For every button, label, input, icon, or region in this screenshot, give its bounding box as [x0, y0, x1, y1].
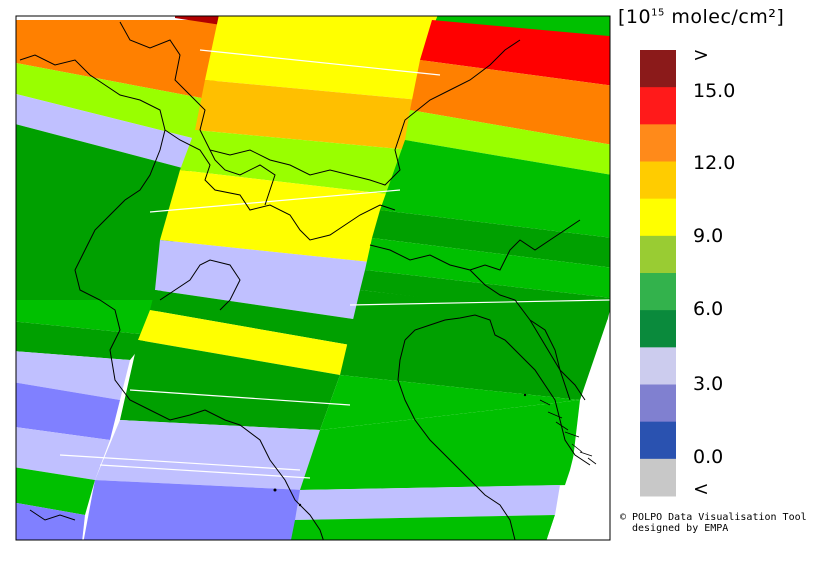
swath-mid-cell — [120, 340, 340, 430]
swath-left-cell — [16, 382, 120, 440]
swath-left-cell — [16, 20, 230, 100]
legend-label-9: 9.0 — [693, 225, 724, 247]
swath-right-cell — [295, 485, 560, 520]
small-islands — [273, 393, 527, 507]
legend-title-suffix: molec/cm²] — [664, 6, 785, 28]
colorbar-swatch — [640, 458, 676, 497]
legend-label-above: > — [693, 44, 709, 66]
no-data-area — [546, 310, 610, 540]
swath-seams — [59, 49, 610, 479]
swath-mid-cell — [95, 420, 320, 490]
satellite-swaths — [16, 16, 610, 540]
legend-label-15: 15.0 — [693, 80, 736, 102]
swath-left-cell — [16, 427, 110, 480]
credit-line-1: © POLPO Data Visualisation Tool — [620, 512, 807, 523]
swath-right-cell — [291, 515, 555, 540]
swath-left-cell — [16, 124, 190, 300]
legend-label-below: < — [693, 478, 709, 500]
colorbar-swatch — [640, 235, 676, 274]
swath-mid-cell — [180, 130, 410, 195]
swath-right-cell — [300, 400, 580, 490]
credit-text: © POLPO Data Visualisation Tool designed… — [620, 512, 807, 534]
swath-left-cell — [16, 467, 95, 515]
swath-top-strip — [175, 16, 230, 26]
colorbar-swatch — [640, 161, 676, 200]
swath-right-cell — [420, 20, 610, 86]
swath-mid-cell — [205, 16, 439, 100]
legend-title-prefix: [10 — [618, 6, 652, 28]
swath-right-cell — [405, 110, 610, 175]
legend-title: [1015 molec/cm²] — [618, 6, 784, 28]
country-borders — [19, 21, 591, 540]
swath-mid-cell — [83, 480, 305, 540]
swath-mid-cell — [160, 170, 395, 262]
credit-line-2: designed by EMPA — [632, 523, 729, 534]
swath-right-cell — [360, 270, 610, 320]
colorbar-swatch — [640, 50, 676, 88]
swath-mid-cell — [195, 80, 420, 150]
colorbar — [640, 50, 676, 497]
swath-right-cell — [372, 210, 610, 268]
colorbar-swatch — [640, 198, 676, 237]
swath-right-cell — [410, 60, 610, 145]
swath-mid-cell — [138, 310, 350, 375]
swath-mid-cell — [150, 290, 360, 345]
dalmatian-islands — [539, 399, 597, 465]
map-frame — [15, 15, 611, 541]
swath-right-cell — [340, 290, 608, 400]
legend-title-exponent: 15 — [651, 7, 665, 19]
swath-left-cell — [16, 94, 200, 170]
colorbar-swatch — [640, 384, 676, 423]
swath-mid-cell — [155, 240, 370, 320]
colorbar-swatch — [640, 124, 676, 162]
legend-label-3: 3.0 — [693, 373, 724, 395]
legend-label-6: 6.0 — [693, 298, 724, 320]
colorbar-swatch — [640, 310, 676, 348]
legend-label-12: 12.0 — [693, 152, 736, 174]
swath-right-cell — [365, 238, 610, 298]
swath-left-cell — [16, 300, 160, 335]
colorbar-swatch — [640, 347, 676, 385]
colorbar-swatch — [640, 87, 676, 125]
swath-right-cell — [380, 140, 610, 238]
swath-left-cell — [16, 351, 130, 400]
swath-right-cell — [320, 375, 580, 430]
legend-label-0: 0.0 — [693, 446, 724, 468]
swath-left-cell — [16, 321, 150, 360]
colorbar-swatch — [640, 421, 676, 460]
colorbar-swatch — [640, 273, 676, 311]
